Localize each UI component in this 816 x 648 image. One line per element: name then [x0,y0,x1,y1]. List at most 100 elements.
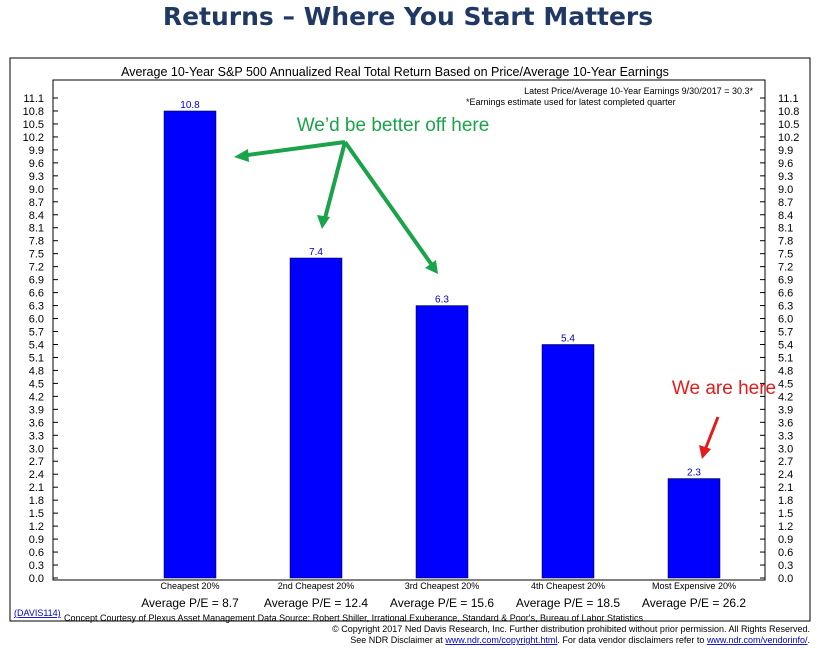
y-tick-label-left: 9.6 [29,158,44,170]
y-tick-label-left: 2.7 [29,456,44,468]
y-tick-label-left: 2.1 [29,482,44,494]
arrow-to-3rd-cheapest [343,140,436,270]
disclaimer-line: See NDR Disclaimer at www.ndr.com/copyri… [350,635,810,645]
y-tick-label-left: 4.8 [29,365,44,377]
y-tick-label-right: 10.5 [778,119,799,131]
pe-label: Average P/E = 18.5 [516,596,621,610]
y-tick-label-left: 7.5 [29,249,44,261]
y-tick-label-right: 0.0 [778,573,793,585]
y-tick-label-left: 11.1 [23,93,44,105]
y-tick-label-left: 1.5 [29,508,44,520]
y-tick-label-right: 0.6 [778,547,793,559]
y-tick-label-right: 9.6 [778,158,793,170]
y-tick-label-left: 5.1 [29,352,44,364]
pe-label: Average P/E = 8.7 [141,596,239,610]
x-tick-label: Cheapest 20% [160,581,219,591]
y-tick-label-left: 8.4 [29,210,44,222]
y-tick-label-right: 8.4 [778,210,793,222]
y-tick-label-right: 1.5 [778,508,793,520]
y-tick-label-left: 0.6 [29,547,44,559]
y-tick-label-right: 8.7 [778,197,793,209]
y-tick-label-right: 4.2 [778,391,793,403]
y-tick-label-left: 8.7 [29,197,44,209]
x-tick-label: 3rd Cheapest 20% [405,581,480,591]
slide-title: Returns – Where You Start Matters [162,2,654,31]
y-tick-label-right: 7.8 [778,236,793,248]
y-tick-label-left: 4.5 [29,378,44,390]
y-tick-label-left: 6.9 [29,275,44,287]
y-tick-label-right: 3.9 [778,404,793,416]
y-tick-label-left: 4.2 [29,391,44,403]
bar-data-label: 10.8 [180,100,200,111]
y-tick-label-right: 0.3 [778,560,793,572]
bar-data-label: 6.3 [435,295,449,306]
latest-note: Latest Price/Average 10-Year Earnings 9/… [524,86,753,96]
x-tick-label: Most Expensive 20% [652,581,736,591]
y-tick-label-right: 3.0 [778,443,793,455]
copyright-note: © Copyright 2017 Ned Davis Research, Inc… [332,624,810,634]
arrow-to-most-expensive [703,416,720,451]
y-tick-label-left: 7.2 [29,262,44,274]
y-tick-label-left: 1.2 [29,521,44,533]
vendor-info-link[interactable]: www.ndr.com/vendorinfo/ [706,635,808,645]
y-tick-label-right: 4.8 [778,365,793,377]
y-tick-label-left: 9.9 [29,145,44,157]
annotation-we-are-here: We are here [672,378,776,399]
y-tick-label-right: 6.0 [778,314,793,326]
disclaimer-part-c: . [807,635,810,645]
plot-area [52,79,766,581]
arrow-to-cheapest [239,140,346,158]
disclaimer-part-b: . For data vendor disclaimers refer to [557,635,704,645]
green-arrows [234,140,438,274]
pe-label: Average P/E = 12.4 [264,596,369,610]
y-tick-label-left: 6.3 [29,301,44,313]
annotation-better-off: We’d be better off here [297,115,490,136]
y-tick-label-left: 10.2 [23,132,44,144]
disclaimer-part-a: See NDR Disclaimer at [350,635,443,645]
y-tick-label-left: 0.9 [29,534,44,546]
y-tick-label-left: 3.6 [29,417,44,429]
y-tick-label-right: 10.2 [778,132,799,144]
y-tick-label-left: 3.0 [29,443,44,455]
y-tick-label-right: 6.3 [778,301,793,313]
y-tick-label-left: 1.8 [29,495,44,507]
arrow-to-2nd-cheapest [322,141,347,223]
y-tick-label-right: 5.1 [778,352,793,364]
earnings-footnote: *Earnings estimate used for latest compl… [466,97,676,107]
davis-code-link[interactable]: (DAVIS114) [14,608,61,618]
x-tick-label: 4th Cheapest 20% [531,581,605,591]
y-axis-left: 0.00.30.60.91.21.51.82.12.42.73.03.33.63… [23,93,58,585]
y-tick-label-left: 10.5 [23,119,44,131]
y-tick-label-left: 9.3 [29,171,44,183]
arrowhead-most-expensive [699,445,711,459]
y-tick-label-right: 3.3 [778,430,793,442]
y-tick-label-right: 9.0 [778,184,793,196]
y-tick-label-right: 1.2 [778,521,793,533]
y-tick-label-right: 3.6 [778,417,793,429]
y-tick-label-right: 6.6 [778,288,793,300]
y-tick-label-right: 2.1 [778,482,793,494]
bar [163,110,217,579]
y-tick-label-left: 6.6 [29,288,44,300]
y-tick-label-right: 7.2 [778,262,793,274]
arrowhead-3rd-cheapest [425,260,438,274]
y-axis-right: 0.00.30.60.91.21.51.82.12.42.73.03.33.63… [760,93,799,585]
y-tick-label-right: 5.7 [778,327,793,339]
pe-label: Average P/E = 15.6 [390,596,495,610]
y-tick-label-right: 4.5 [778,378,793,390]
copyright-link[interactable]: www.ndr.com/copyright.html [444,635,557,645]
y-tick-label-left: 2.4 [29,469,44,481]
bars: 10.8 7.4 6.3 5.4 2.3 [163,100,721,579]
x-tick-label: 2nd Cheapest 20% [278,581,355,591]
y-tick-label-right: 8.1 [778,223,793,235]
y-tick-label-left: 10.8 [23,106,44,118]
y-tick-label-left: 9.0 [29,184,44,196]
bar [667,478,721,579]
y-tick-label-left: 8.1 [29,223,44,235]
y-tick-label-right: 1.8 [778,495,793,507]
y-tick-label-right: 10.8 [778,106,799,118]
y-tick-label-right: 2.4 [778,469,793,481]
arrowhead-2nd-cheapest [317,215,330,229]
y-tick-label-left: 5.4 [29,339,44,351]
